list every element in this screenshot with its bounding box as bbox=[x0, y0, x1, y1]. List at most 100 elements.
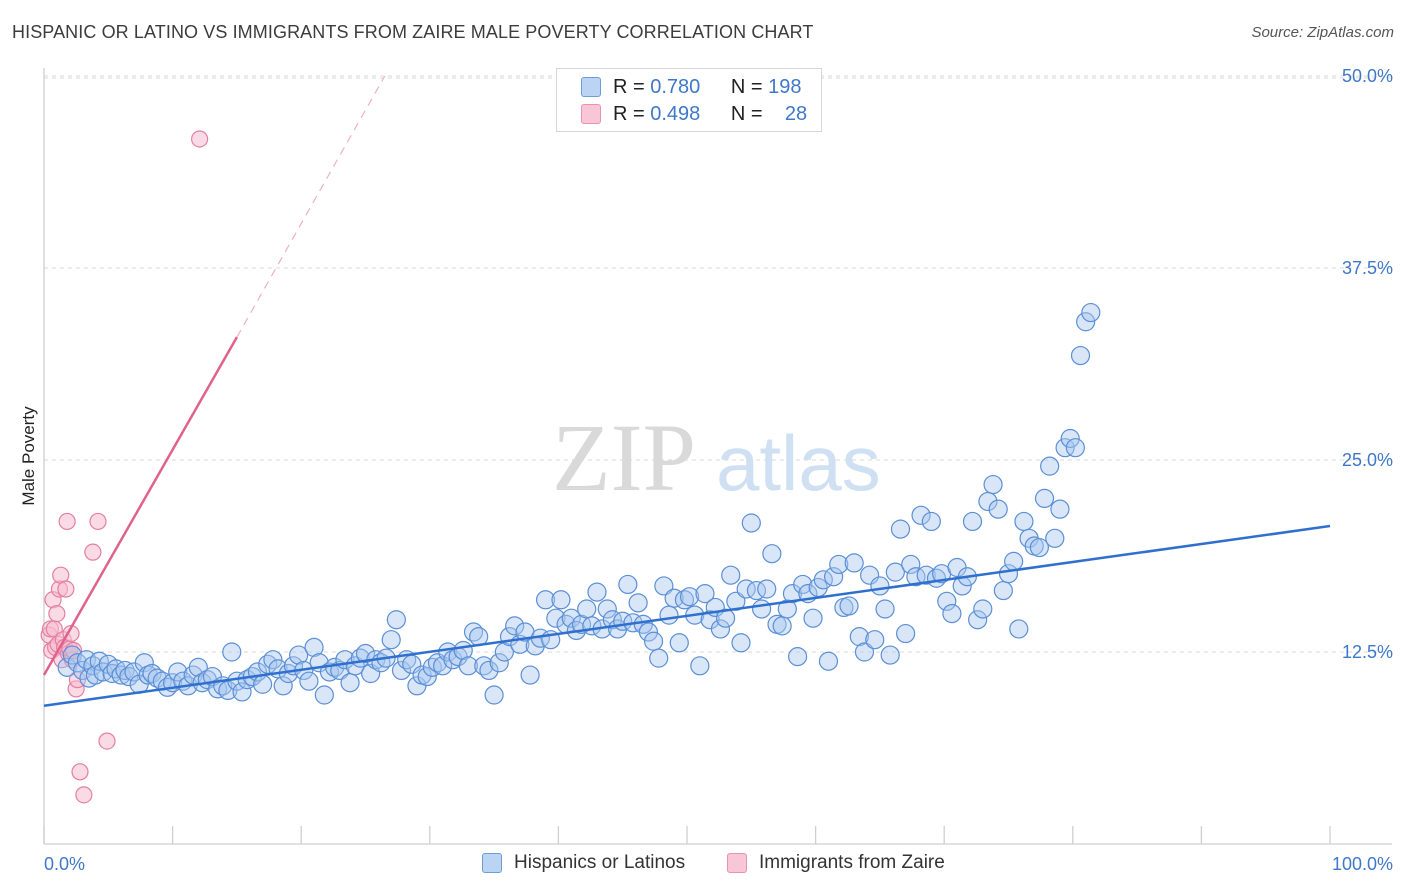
y-axis-title: Male Poverty bbox=[19, 406, 38, 506]
point-zaire bbox=[84, 543, 102, 561]
point-hispanic bbox=[659, 605, 679, 625]
point-zaire bbox=[48, 604, 66, 623]
point-hispanic bbox=[710, 619, 731, 639]
point-hispanic bbox=[669, 633, 689, 653]
watermark: ZIP atlas bbox=[552, 404, 881, 511]
point-hispanic bbox=[494, 642, 514, 662]
point-hispanic bbox=[386, 610, 406, 630]
point-hispanic bbox=[208, 679, 228, 699]
y-tick-label: 25.0% bbox=[1342, 450, 1393, 470]
point-hispanic bbox=[993, 580, 1013, 601]
point-hispanic bbox=[762, 544, 782, 564]
source-label: Source: ZipAtlas.com bbox=[1251, 24, 1394, 41]
point-hispanic bbox=[489, 653, 509, 673]
point-zaire bbox=[71, 763, 89, 781]
point-hispanic bbox=[263, 650, 283, 670]
point-hispanic bbox=[484, 685, 504, 705]
trend-line-zaire bbox=[42, 336, 238, 676]
point-hispanic bbox=[561, 608, 581, 628]
point-hispanic bbox=[577, 599, 597, 619]
point-hispanic bbox=[973, 599, 993, 619]
legend-n-label: N = bbox=[730, 75, 763, 98]
legend-item-hispanic[interactable]: Hispanics or Latinos bbox=[482, 852, 685, 874]
correlation-legend: R = 0.780 N = 198 R = 0.498 N = 28 bbox=[556, 68, 822, 132]
point-hispanic bbox=[731, 633, 751, 653]
point-hispanic bbox=[458, 656, 478, 676]
point-hispanic bbox=[1040, 456, 1060, 476]
y-tick-labels: 12.5% 25.0% 37.5% 50.0% bbox=[1342, 66, 1393, 662]
legend-swatch-blue bbox=[581, 77, 601, 97]
point-hispanic bbox=[690, 656, 710, 676]
point-hispanic bbox=[1070, 345, 1091, 366]
legend-n-value: 198 bbox=[768, 75, 802, 98]
series-zaire-points bbox=[40, 130, 209, 804]
point-hispanic bbox=[628, 593, 648, 613]
point-hispanic bbox=[1081, 302, 1101, 323]
grid-lines bbox=[44, 75, 1392, 653]
legend-n-value: 28 bbox=[784, 102, 808, 125]
point-hispanic bbox=[222, 642, 242, 662]
point-hispanic bbox=[885, 562, 905, 582]
point-hispanic bbox=[793, 574, 813, 595]
point-hispanic bbox=[1050, 499, 1070, 519]
point-hispanic bbox=[57, 657, 77, 677]
point-hispanic bbox=[983, 474, 1003, 495]
point-zaire bbox=[75, 786, 93, 804]
point-hispanic bbox=[417, 666, 437, 687]
point-hispanic bbox=[520, 665, 540, 685]
point-hispanic bbox=[901, 554, 921, 575]
point-hispanic bbox=[746, 580, 767, 601]
point-hispanic bbox=[942, 603, 962, 624]
point-hispanic bbox=[870, 576, 890, 596]
point-hispanic bbox=[643, 631, 664, 651]
point-hispanic bbox=[602, 610, 623, 630]
point-hispanic bbox=[844, 553, 864, 573]
point-hispanic bbox=[654, 576, 674, 596]
point-hispanic bbox=[968, 610, 988, 630]
point-hispanic bbox=[715, 608, 736, 628]
point-zaire bbox=[98, 732, 116, 750]
point-hispanic bbox=[854, 642, 875, 662]
point-hispanic bbox=[1029, 537, 1049, 558]
point-hispanic bbox=[546, 608, 566, 628]
point-hispanic bbox=[890, 519, 911, 539]
point-hispanic bbox=[505, 616, 525, 636]
y-tick-label: 37.5% bbox=[1342, 258, 1393, 278]
series-hispanic-points bbox=[57, 302, 1101, 705]
point-hispanic bbox=[1045, 528, 1065, 548]
x-tick-label-min: 0.0% bbox=[44, 854, 85, 874]
legend-r-value: 0.498 bbox=[650, 102, 701, 125]
point-hispanic bbox=[741, 513, 761, 533]
point-hispanic bbox=[787, 647, 808, 667]
point-hispanic bbox=[273, 676, 293, 696]
y-tick-label: 12.5% bbox=[1342, 642, 1393, 662]
point-hispanic bbox=[1060, 428, 1080, 449]
point-zaire bbox=[89, 512, 107, 531]
point-hispanic bbox=[381, 630, 401, 650]
chart-title: HISPANIC OR LATINO VS IMMIGRANTS FROM ZA… bbox=[12, 22, 814, 42]
point-hispanic bbox=[962, 511, 983, 532]
point-hispanic bbox=[253, 674, 273, 694]
legend-item-zaire[interactable]: Immigrants from Zaire bbox=[727, 852, 945, 874]
point-hispanic bbox=[865, 630, 885, 650]
x-tick-label-max: 100.0% bbox=[1332, 854, 1393, 874]
point-hispanic bbox=[314, 685, 334, 705]
point-hispanic bbox=[695, 584, 715, 604]
trend-line-zaire-extension bbox=[236, 75, 386, 338]
point-hispanic bbox=[664, 588, 684, 608]
point-hispanic bbox=[649, 648, 669, 668]
point-hispanic bbox=[340, 673, 360, 693]
point-hispanic bbox=[679, 587, 700, 607]
point-hispanic bbox=[736, 579, 756, 599]
point-hispanic bbox=[299, 671, 319, 691]
point-hispanic bbox=[772, 616, 792, 636]
legend-r-label: R = bbox=[613, 75, 645, 98]
point-hispanic bbox=[829, 554, 849, 575]
point-hispanic bbox=[1076, 312, 1096, 332]
point-hispanic bbox=[232, 682, 252, 702]
point-hispanic bbox=[618, 574, 638, 595]
point-hispanic bbox=[751, 599, 772, 619]
x-ticks bbox=[43, 826, 1331, 844]
legend-swatch-pink bbox=[727, 853, 747, 873]
